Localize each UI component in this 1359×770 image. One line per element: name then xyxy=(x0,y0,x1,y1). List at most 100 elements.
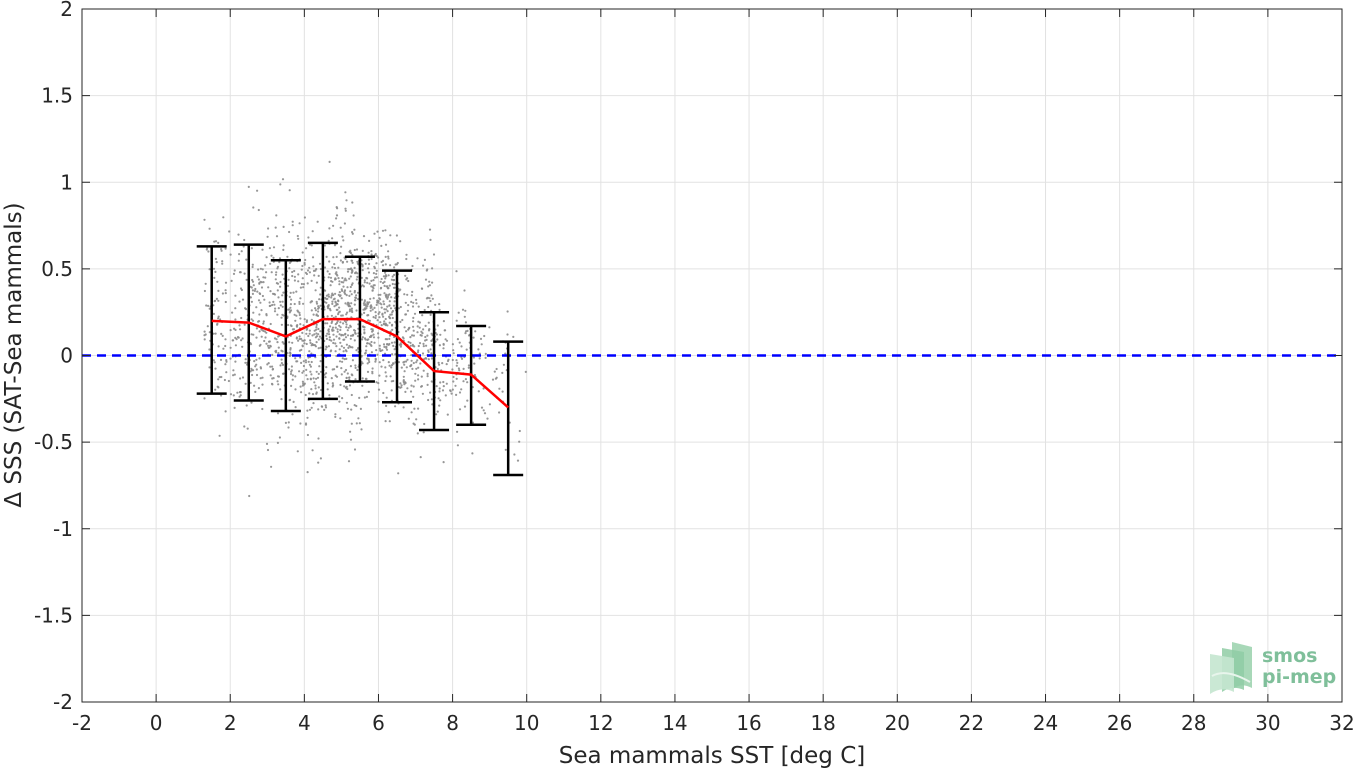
scatter-point-1412 xyxy=(382,343,386,346)
scatter-point-1703 xyxy=(462,380,465,383)
scatter-point-1733 xyxy=(442,380,445,384)
y-tick-label-5: 0.5 xyxy=(41,257,73,281)
scatter-point-1002 xyxy=(344,368,348,372)
scatter-point-342 xyxy=(281,273,284,276)
scatter-point-131 xyxy=(222,216,225,219)
scatter-point-1576 xyxy=(419,362,422,365)
scatter-point-1765 xyxy=(436,410,439,413)
scatter-point-23 xyxy=(224,289,227,292)
scatter-point-1282 xyxy=(373,341,376,344)
scatter-point-39 xyxy=(239,287,243,290)
scatter-point-651 xyxy=(302,370,305,373)
scatter-point-1160 xyxy=(378,316,381,319)
scatter-point-1449 xyxy=(411,264,414,268)
scatter-point-1649 xyxy=(399,342,402,345)
scatter-point-1159 xyxy=(377,312,380,315)
scatter-point-485 xyxy=(301,339,304,342)
scatter-point-361 xyxy=(267,346,270,349)
scatter-point-579 xyxy=(302,283,305,286)
scatter-point-540 xyxy=(319,304,322,307)
scatter-point-768 xyxy=(348,344,351,348)
scatter-point-676 xyxy=(298,300,301,304)
scatter-point-727 xyxy=(357,298,360,301)
scatter-point-762 xyxy=(324,406,328,409)
scatter-point-291 xyxy=(251,280,255,283)
x-tick-label-4: 6 xyxy=(372,711,385,735)
scatter-point-601 xyxy=(316,220,319,223)
x-axis-ticks: -2 0 2 4 6 8 10 12 14 16 18 20 22 24 26 28 30 32 xyxy=(72,9,1355,735)
scatter-point-1640 xyxy=(402,406,405,409)
scatter-point-1655 xyxy=(417,374,420,377)
scatter-point-882 xyxy=(346,334,350,337)
scatter-point-1729 xyxy=(435,413,438,416)
scatter-point-1303 xyxy=(388,315,391,318)
scatter-point-1559 xyxy=(410,354,413,357)
scatter-point-584 xyxy=(302,364,305,368)
scatter-point-1707 xyxy=(449,389,452,392)
scatter-point-1239 xyxy=(382,315,385,318)
scatter-point-1398 xyxy=(391,311,394,314)
scatter-point-1560 xyxy=(404,274,407,277)
scatter-point-478 xyxy=(314,309,317,312)
scatter-point-36 xyxy=(217,317,220,320)
scatter-point-1070 xyxy=(329,325,332,328)
scatter-point-667 xyxy=(293,269,296,273)
scatter-point-343 xyxy=(267,340,271,343)
scatter-point-68 xyxy=(229,253,232,256)
scatter-point-494 xyxy=(298,337,301,341)
scatter-point-672 xyxy=(293,279,296,282)
scatter-point-116 xyxy=(220,332,223,335)
scatter-point-1061 xyxy=(336,207,339,210)
scatter-point-1139 xyxy=(380,277,383,281)
scatter-point-308 xyxy=(270,271,273,274)
scatter-point-1380 xyxy=(390,296,393,299)
scatter-point-801 xyxy=(331,237,334,240)
scatter-point-1017 xyxy=(339,252,342,255)
scatter-point-1036 xyxy=(342,346,346,349)
scatter-point-647 xyxy=(288,267,291,270)
scatter-point-885 xyxy=(323,244,326,247)
scatter-point-656 xyxy=(317,372,320,375)
scatter-point-1720 xyxy=(451,358,454,362)
scatter-point-1064 xyxy=(344,333,347,336)
scatter-point-1348 xyxy=(364,303,367,306)
scatter-point-1060 xyxy=(329,276,333,279)
scatter-point-328 xyxy=(272,377,275,380)
scatter-point-969 xyxy=(339,226,342,229)
scatter-point-1680 xyxy=(436,338,439,341)
scatter-point-1747 xyxy=(441,389,445,392)
scatter-point-1779 xyxy=(477,348,480,351)
scatter-point-966 xyxy=(354,331,357,334)
scatter-point-597 xyxy=(295,325,299,328)
scatter-point-1585 xyxy=(417,305,420,308)
scatter-point-111 xyxy=(223,378,226,382)
scatter-point-1580 xyxy=(428,297,431,300)
scatter-point-1432 xyxy=(378,344,381,347)
scatter-point-336 xyxy=(276,375,280,378)
scatter-point-928 xyxy=(345,294,348,297)
scatter-point-1593 xyxy=(402,380,405,383)
scatter-point-1635 xyxy=(426,372,429,375)
scatter-point-934 xyxy=(345,357,348,360)
scatter-point-967 xyxy=(335,375,339,378)
scatter-point-1534 xyxy=(424,324,427,327)
scatter-point-1582 xyxy=(401,318,404,322)
scatter-point-577 xyxy=(319,360,322,363)
scatter-point-1527 xyxy=(404,301,407,304)
scatter-point-799 xyxy=(348,277,351,280)
scatter-point-1520 xyxy=(416,359,419,362)
scatter-point-1683 xyxy=(464,309,467,312)
scatter-point-367 xyxy=(250,300,253,303)
scatter-point-539 xyxy=(301,264,304,268)
scatter-point-1335 xyxy=(374,357,377,360)
scatter-point-219 xyxy=(251,319,255,322)
scatter-point-13 xyxy=(213,276,216,279)
scatter-point-522 xyxy=(306,471,309,474)
scatter-point-1530 xyxy=(405,257,408,261)
scatter-point-1806 xyxy=(495,367,498,371)
scatter-point-278 xyxy=(279,280,282,284)
scatter-point-1572 xyxy=(412,361,415,365)
scatter-point-1657 xyxy=(406,358,409,361)
scatter-point-1155 xyxy=(375,254,378,258)
scatter-point-1541 xyxy=(415,361,418,364)
